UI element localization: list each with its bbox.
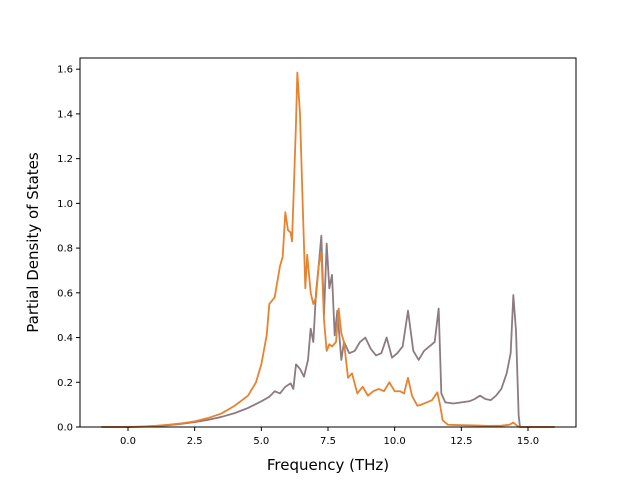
x-tick-label: 2.5 <box>187 436 203 447</box>
y-tick-label: 0.6 <box>57 288 73 299</box>
x-axis-label: Frequency (THz) <box>267 456 389 474</box>
y-tick-label: 0.2 <box>57 378 73 389</box>
plot-lines <box>101 71 555 428</box>
x-axis-ticks: 0.0 2.5 5.0 7.5 10.0 12.5 15.0 <box>120 427 539 447</box>
x-tick-label: 0.0 <box>120 436 136 447</box>
x-tick-label: 10.0 <box>384 436 406 447</box>
y-axis-label: Partial Density of States <box>24 152 42 333</box>
y-tick-label: 1.6 <box>57 65 73 76</box>
x-tick-label: 12.5 <box>450 436 472 447</box>
y-tick-label: 1.4 <box>57 109 73 120</box>
y-tick-label: 0.0 <box>57 423 73 434</box>
x-tick-label: 5.0 <box>253 436 269 447</box>
y-tick-label: 0.8 <box>57 244 73 255</box>
y-tick-label: 0.4 <box>57 333 73 344</box>
x-tick-label: 15.0 <box>517 436 539 447</box>
y-axis-ticks: 0.0 0.2 0.4 0.6 0.8 1.0 1.2 1.4 1.6 <box>57 65 80 434</box>
series-line-2 <box>101 71 555 428</box>
x-tick-label: 7.5 <box>320 436 336 447</box>
plot-frame <box>79 57 577 428</box>
y-tick-label: 1.2 <box>57 154 73 165</box>
series-line-1 <box>101 234 555 428</box>
y-tick-label: 1.0 <box>57 199 73 210</box>
